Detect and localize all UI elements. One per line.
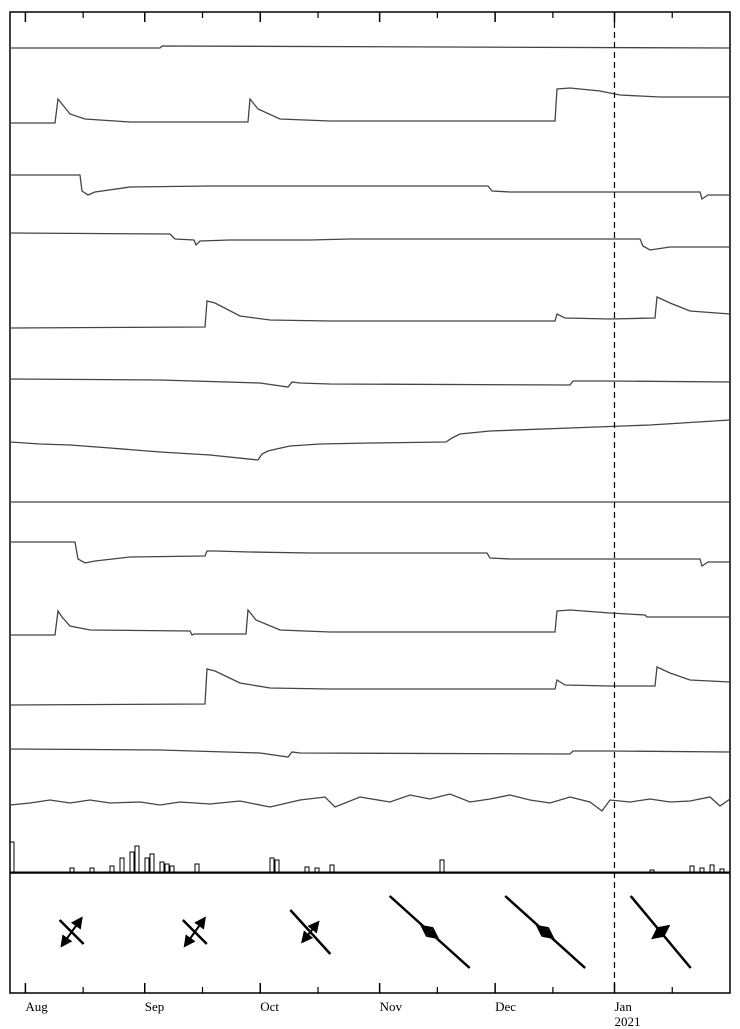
- vector-arrow-1-0: [183, 931, 196, 948]
- series-line-12: [9, 793, 731, 812]
- vector-arrow-5-0: [651, 927, 665, 940]
- histogram-bar-23: [719, 868, 725, 873]
- vector-arrow-2-0: [301, 930, 314, 944]
- histogram-group: [9, 841, 730, 873]
- histogram-bar-11: [169, 865, 175, 873]
- histogram-bar-14: [274, 859, 280, 873]
- vector-arrow-4-1: [541, 927, 555, 940]
- histogram-bar-7: [144, 857, 150, 873]
- series-line-5: [9, 378, 731, 388]
- series-line-0: [10, 45, 731, 49]
- histogram-bar-2: [89, 867, 95, 873]
- vector-arrow-3-1: [426, 927, 440, 940]
- histogram-bar-0: [9, 841, 15, 873]
- tick-sublabel-5: 2021: [614, 1014, 640, 1029]
- histogram-bar-16: [314, 867, 320, 873]
- tick-label-1: Sep: [145, 999, 165, 1014]
- tick-label-0: Aug: [25, 999, 48, 1014]
- series-line-2: [10, 174, 730, 201]
- histogram-bar-6: [134, 845, 140, 873]
- series-line-8: [10, 541, 730, 568]
- histogram-bar-8: [149, 853, 155, 873]
- histogram-bar-10: [164, 863, 170, 873]
- histogram-bar-21: [699, 867, 705, 873]
- series-group: [9, 45, 731, 812]
- series-line-9: [10, 608, 730, 636]
- series-line-11: [9, 748, 731, 758]
- histogram-bar-18: [439, 859, 445, 873]
- histogram-bar-17: [329, 864, 335, 873]
- vector-arrow-5-1: [657, 924, 671, 937]
- histogram-bar-13: [269, 857, 275, 873]
- series-line-10: [9, 666, 731, 706]
- vector-arrow-0-1: [70, 916, 83, 933]
- histogram-bar-3: [109, 865, 115, 873]
- series-line-4: [9, 296, 731, 329]
- histogram-bar-19: [649, 869, 655, 873]
- tick-label-3: Nov: [380, 999, 403, 1014]
- series-line-1: [10, 87, 730, 124]
- histogram-bar-4: [119, 857, 125, 873]
- histogram-bar-1: [69, 867, 75, 873]
- tick-label-4: Dec: [495, 999, 516, 1014]
- vector-group: [58, 895, 692, 969]
- series-line-6: [9, 419, 731, 461]
- tick-label-2: Oct: [260, 999, 279, 1014]
- vector-arrow-1-1: [193, 916, 206, 933]
- histogram-bar-15: [304, 866, 310, 873]
- tick-label-5: Jan: [614, 999, 632, 1014]
- vector-arrow-0-0: [60, 931, 73, 948]
- histogram-bar-20: [689, 865, 695, 873]
- histogram-bar-9: [159, 861, 165, 873]
- series-line-3: [9, 232, 730, 251]
- histogram-bar-5: [129, 851, 135, 873]
- vector-arrow-2-1: [307, 920, 320, 934]
- histogram-bar-22: [709, 864, 715, 873]
- histogram-bar-12: [194, 863, 200, 873]
